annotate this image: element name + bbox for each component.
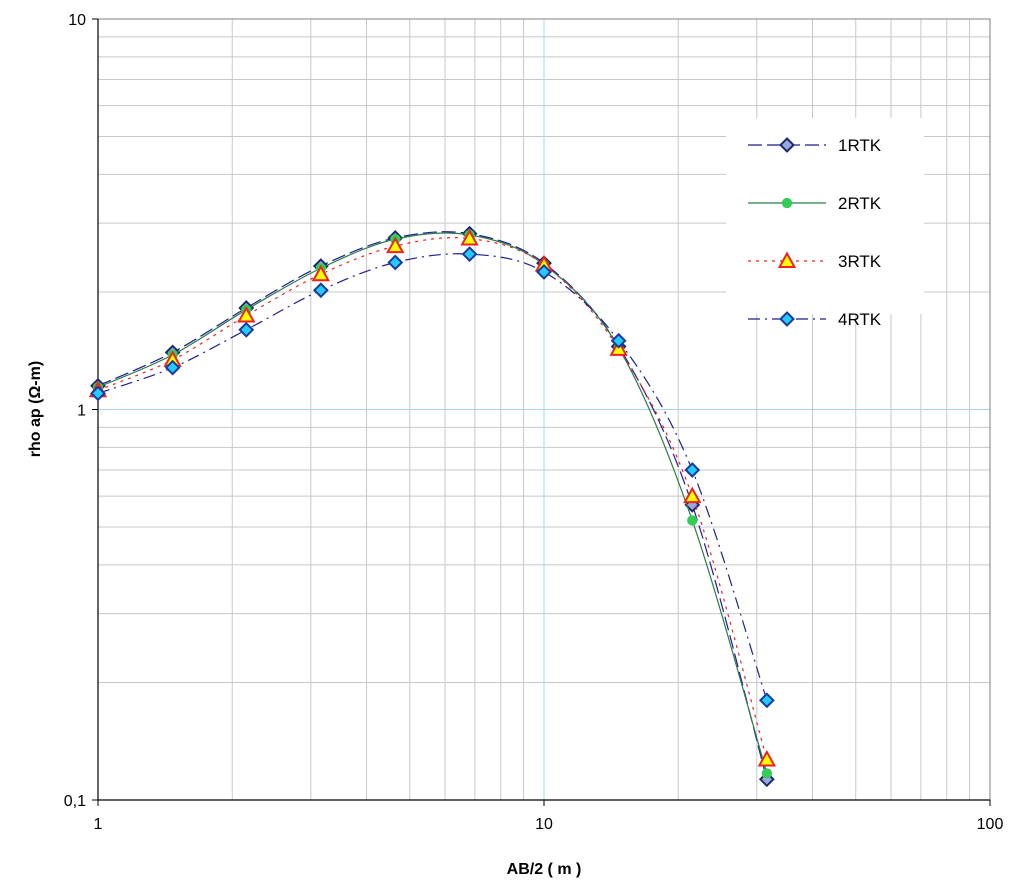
data-point-3rtk (757, 749, 777, 767)
axis-ticks: 1 10 100 0,1 1 10 (64, 12, 1004, 833)
legend-item-4rtk: 4RTK (748, 310, 882, 329)
legend-label: 2RTK (838, 194, 882, 213)
legend-marker (779, 137, 795, 153)
data-point-2rtk (687, 515, 698, 526)
x-axis-title: AB/2 ( m ) (507, 861, 582, 878)
y-tick-label: 10 (68, 12, 86, 29)
legend-marker (779, 311, 795, 327)
data-point-3rtk (311, 264, 331, 282)
legend-marker (781, 197, 793, 209)
data-point-3rtk (386, 236, 405, 254)
legend-item-3rtk: 3RTK (748, 251, 882, 271)
data-point-4rtk (387, 254, 404, 271)
data-point-4rtk (758, 692, 775, 709)
data-point-4rtk (684, 462, 701, 478)
data-point-4rtk (312, 282, 329, 299)
legend-label: 1RTK (838, 136, 882, 155)
legend-item-1rtk: 1RTK (748, 136, 882, 155)
legend-box (726, 118, 924, 314)
y-axis-title: rho ap (Ω-m) (27, 361, 44, 457)
data-point-4rtk (536, 264, 552, 280)
x-tick-label: 1 (94, 816, 103, 833)
data-point-3rtk (460, 229, 479, 246)
series-layer (88, 225, 777, 788)
data-point-4rtk (90, 385, 106, 402)
legend-label: 4RTK (838, 310, 882, 329)
data-point-4rtk (610, 332, 627, 349)
data-point-3rtk (237, 306, 256, 323)
data-point-4rtk (238, 321, 255, 338)
x-tick-label: 10 (535, 816, 553, 833)
data-point-2rtk (761, 768, 773, 779)
y-tick-label: 0,1 (64, 793, 86, 810)
legend-label: 3RTK (838, 252, 882, 271)
legend-item-2rtk: 2RTK (748, 194, 882, 213)
legend-marker (777, 251, 797, 268)
data-point-4rtk (461, 246, 478, 263)
y-tick-label: 1 (77, 403, 86, 420)
data-point-4rtk (164, 359, 181, 376)
legend: 1RTK 2RTK 3RTK 4RTK (726, 118, 924, 329)
series-4rtk (90, 246, 775, 709)
data-point-3rtk (683, 486, 702, 504)
x-tick-label: 100 (977, 816, 1004, 833)
